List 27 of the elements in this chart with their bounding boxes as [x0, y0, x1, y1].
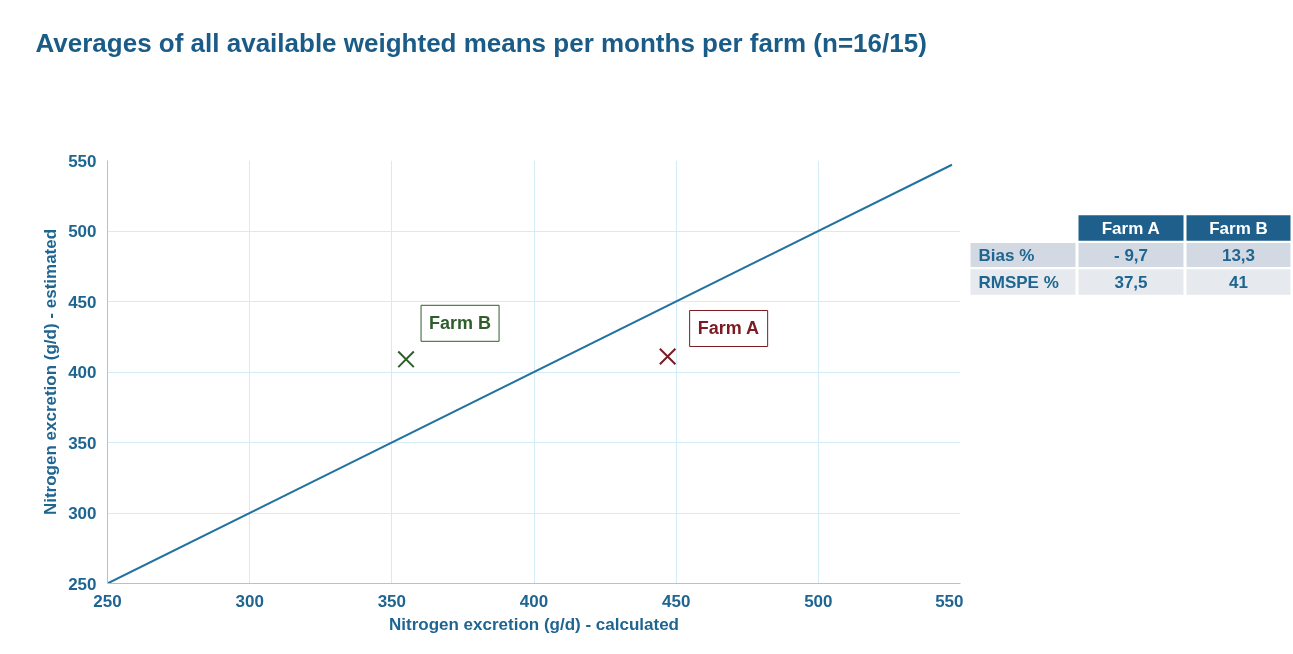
x-tick-label: 450	[661, 591, 691, 611]
x-tick-label: 250	[93, 591, 122, 611]
y-axis-title: Nitrogen excretion (g/d) - estimated	[41, 228, 61, 516]
chart-title: Averages of all available weighted means per months per farm (n=16/15)	[35, 27, 927, 58]
y-tick-label: 350	[68, 433, 97, 453]
x-tick-label: 400	[519, 591, 549, 611]
text: 37,5	[1114, 273, 1148, 292]
text: RMSPE %	[978, 272, 1059, 292]
text: - 9,7	[1113, 245, 1149, 265]
y-tick-label: 250	[68, 574, 97, 594]
text: 13,3	[1221, 246, 1256, 265]
text: 41	[1229, 273, 1248, 292]
y-tick-label: 500	[68, 222, 97, 241]
text: Bias %	[978, 245, 1035, 265]
y-tick-label: 550	[68, 151, 97, 171]
text: Farm A	[1101, 218, 1160, 238]
series-label: Farm B	[429, 313, 492, 334]
x-tick-label: 500	[804, 591, 833, 611]
y-tick-label: 300	[68, 504, 97, 523]
y-tick-label: 450	[68, 292, 97, 312]
x-tick-label: 550	[935, 591, 964, 611]
text: Farm B	[1209, 218, 1268, 238]
y-tick-label: 400	[68, 363, 97, 382]
x-tick-label: 350	[377, 591, 407, 611]
x-axis-title: Nitrogen excretion (g/d) - calculated	[389, 614, 680, 634]
x-tick-label: 300	[235, 591, 264, 611]
series-label: Farm A	[697, 318, 759, 339]
